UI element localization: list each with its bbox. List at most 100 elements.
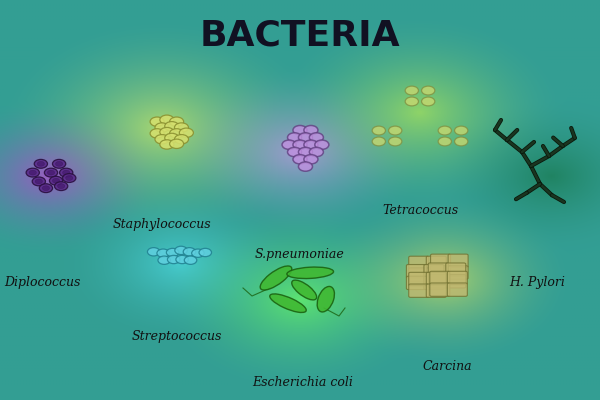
Text: S.pneumoniae: S.pneumoniae: [255, 248, 345, 261]
Text: Diplococcus: Diplococcus: [4, 276, 80, 289]
Circle shape: [293, 140, 307, 150]
Circle shape: [150, 117, 164, 126]
Circle shape: [455, 137, 468, 146]
Circle shape: [389, 137, 402, 146]
Circle shape: [176, 255, 188, 264]
Circle shape: [304, 126, 318, 135]
Circle shape: [160, 115, 174, 124]
Circle shape: [44, 168, 58, 177]
FancyBboxPatch shape: [448, 283, 467, 296]
Text: Streptococcus: Streptococcus: [132, 330, 222, 343]
Circle shape: [304, 154, 318, 164]
Ellipse shape: [260, 266, 292, 290]
Circle shape: [62, 174, 76, 182]
Circle shape: [150, 129, 164, 138]
Circle shape: [183, 248, 196, 256]
FancyBboxPatch shape: [409, 256, 429, 270]
Circle shape: [170, 117, 184, 126]
Circle shape: [298, 133, 313, 142]
Circle shape: [184, 256, 197, 264]
FancyBboxPatch shape: [424, 276, 444, 290]
Circle shape: [42, 186, 50, 190]
Circle shape: [405, 97, 418, 106]
Circle shape: [170, 139, 184, 148]
FancyBboxPatch shape: [409, 272, 429, 286]
Circle shape: [65, 176, 73, 180]
Ellipse shape: [270, 294, 306, 312]
FancyBboxPatch shape: [431, 266, 451, 279]
Circle shape: [160, 128, 174, 137]
Circle shape: [37, 162, 44, 166]
FancyBboxPatch shape: [409, 284, 429, 297]
Circle shape: [389, 126, 402, 135]
Circle shape: [62, 170, 70, 175]
Circle shape: [35, 179, 43, 184]
FancyBboxPatch shape: [428, 263, 448, 276]
Circle shape: [315, 140, 329, 150]
Circle shape: [298, 162, 313, 171]
Circle shape: [287, 147, 302, 157]
FancyBboxPatch shape: [428, 275, 448, 288]
Ellipse shape: [317, 286, 334, 312]
Circle shape: [310, 147, 323, 157]
Text: Staphylococcus: Staphylococcus: [113, 218, 211, 231]
Circle shape: [405, 86, 418, 95]
FancyBboxPatch shape: [426, 272, 446, 286]
Circle shape: [175, 246, 187, 254]
Circle shape: [55, 182, 68, 190]
Circle shape: [175, 123, 188, 132]
Text: BACTERIA: BACTERIA: [200, 18, 400, 52]
Circle shape: [52, 160, 66, 168]
Text: Carcina: Carcina: [422, 360, 472, 373]
Circle shape: [47, 170, 55, 175]
Circle shape: [160, 140, 174, 149]
Circle shape: [148, 248, 160, 256]
Circle shape: [170, 129, 184, 138]
Circle shape: [199, 248, 212, 257]
Circle shape: [422, 97, 435, 106]
Circle shape: [438, 137, 451, 146]
FancyBboxPatch shape: [406, 264, 427, 278]
Circle shape: [287, 133, 302, 142]
Ellipse shape: [292, 280, 317, 300]
Circle shape: [29, 170, 37, 175]
Circle shape: [158, 256, 170, 264]
FancyBboxPatch shape: [424, 264, 444, 278]
FancyBboxPatch shape: [431, 254, 451, 268]
Circle shape: [34, 160, 47, 168]
Circle shape: [166, 248, 179, 257]
Circle shape: [165, 133, 179, 143]
Circle shape: [372, 126, 385, 135]
Circle shape: [157, 249, 169, 257]
FancyBboxPatch shape: [430, 271, 450, 285]
FancyBboxPatch shape: [426, 256, 446, 270]
Circle shape: [175, 134, 188, 144]
Circle shape: [282, 140, 296, 150]
FancyBboxPatch shape: [409, 268, 429, 281]
Circle shape: [293, 154, 307, 164]
FancyBboxPatch shape: [448, 271, 467, 285]
Circle shape: [55, 162, 63, 166]
Circle shape: [304, 140, 318, 150]
Circle shape: [422, 86, 435, 95]
FancyBboxPatch shape: [426, 284, 446, 297]
Circle shape: [179, 128, 193, 138]
Circle shape: [438, 126, 451, 135]
FancyBboxPatch shape: [448, 266, 468, 279]
FancyBboxPatch shape: [406, 276, 427, 290]
Circle shape: [455, 126, 468, 135]
Circle shape: [49, 176, 63, 185]
Text: Tetracoccus: Tetracoccus: [382, 204, 458, 217]
FancyBboxPatch shape: [446, 275, 466, 288]
Circle shape: [372, 137, 385, 146]
Text: H. Pylori: H. Pylori: [509, 276, 565, 289]
Circle shape: [167, 255, 180, 264]
Circle shape: [191, 249, 204, 257]
FancyBboxPatch shape: [426, 268, 446, 281]
FancyBboxPatch shape: [430, 283, 450, 296]
Circle shape: [59, 168, 73, 177]
Circle shape: [293, 126, 307, 135]
Circle shape: [32, 177, 46, 186]
FancyBboxPatch shape: [446, 263, 466, 276]
Text: Escherichia coli: Escherichia coli: [253, 376, 353, 389]
